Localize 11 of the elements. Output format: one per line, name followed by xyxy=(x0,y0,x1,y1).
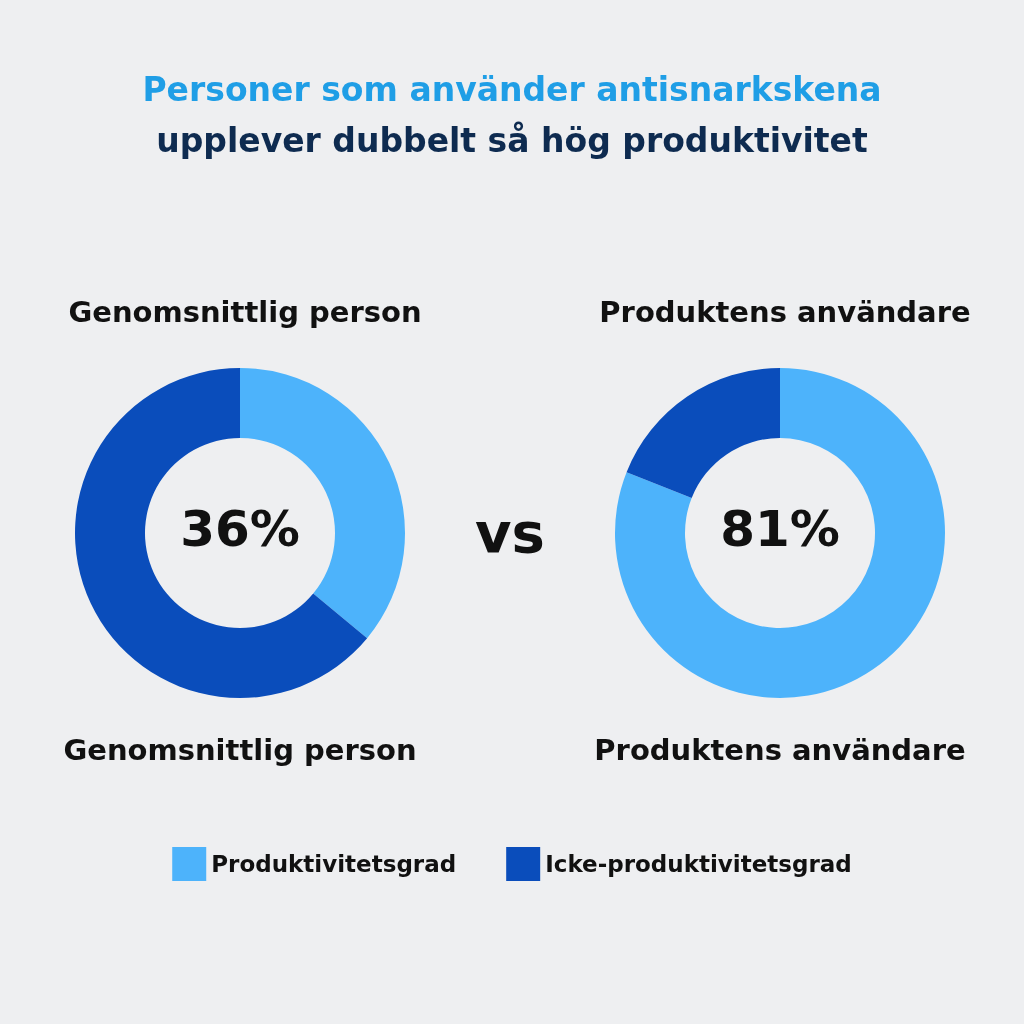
text: upplever dubbelt så hög produktivitet xyxy=(155,121,869,160)
legend-label: Produktivitetsgrad xyxy=(211,851,457,877)
chart-subtitle: Personer som använder antisnarkskena xyxy=(141,70,883,109)
chart-title: Produktens användare xyxy=(599,294,971,329)
text: 36% xyxy=(180,500,300,558)
text: Produktens användare xyxy=(594,733,966,767)
text: Genomsnittlig person xyxy=(63,733,417,767)
legend-label: Icke-produktivitetsgrad xyxy=(545,851,852,877)
text: vs xyxy=(475,500,545,565)
chart-title: Genomsnittlig person xyxy=(68,294,422,329)
text: 81% xyxy=(720,500,840,558)
